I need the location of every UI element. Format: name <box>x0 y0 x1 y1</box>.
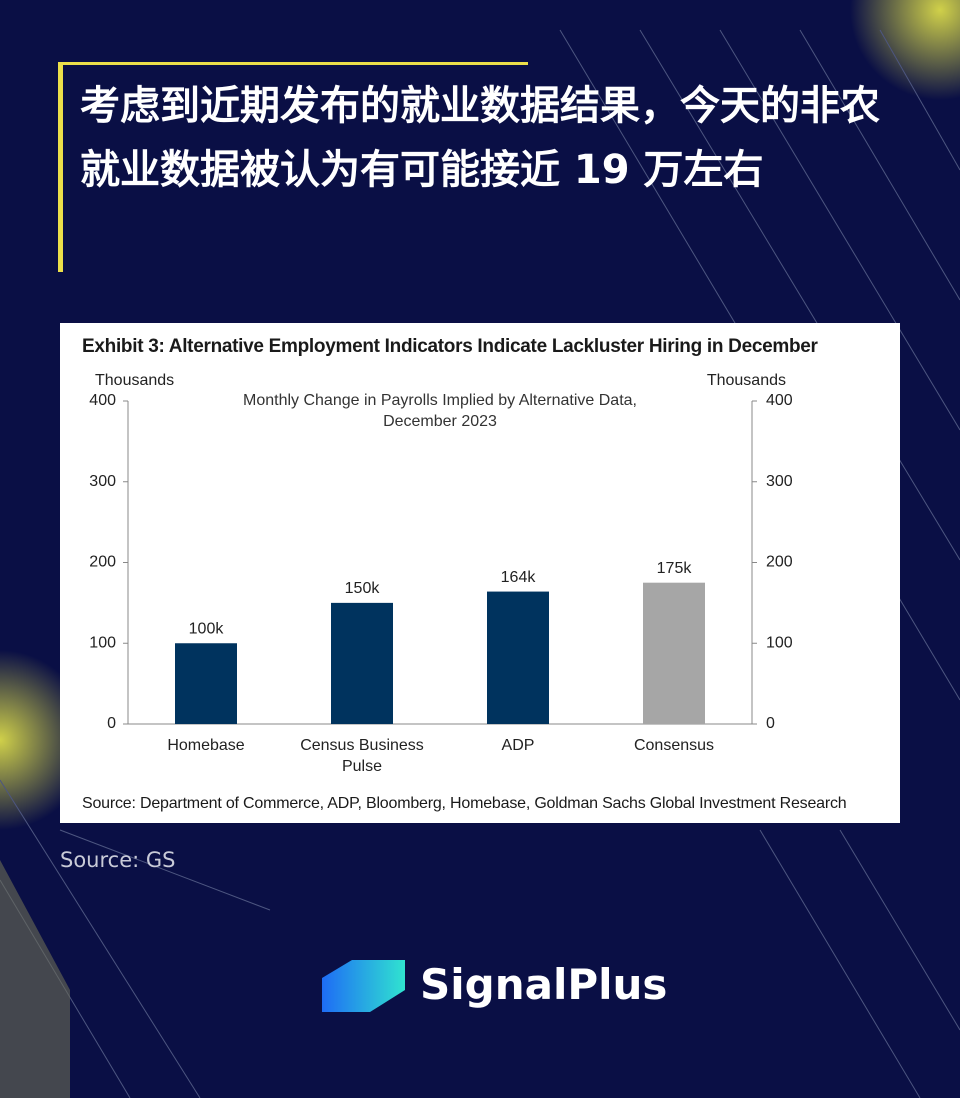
glow <box>850 0 960 100</box>
y-tick-label: 0 <box>107 715 116 732</box>
y2-tick-label: 100 <box>766 634 793 651</box>
y2-tick-label: 0 <box>766 715 775 732</box>
bar <box>175 643 237 724</box>
x-tick-label: Census Business Pulse <box>300 737 424 775</box>
y-tick-label: 300 <box>89 473 116 490</box>
bar <box>331 602 393 724</box>
accent-line <box>58 62 528 65</box>
y-tick-label: 100 <box>89 634 116 651</box>
y2-tick-label: 300 <box>766 473 793 490</box>
heading: 考虑到近期发布的就业数据结果，今天的非农就业数据被认为有可能接近 19 万左右 <box>80 83 880 193</box>
y-tick-label: 200 <box>89 554 116 571</box>
chart-title: Exhibit 3: Alternative Employment Indica… <box>82 336 818 357</box>
y2-tick-label: 400 <box>766 392 793 409</box>
x-tick-label: ADP <box>501 737 535 754</box>
decor-shape <box>0 860 70 1098</box>
value-label: 150k <box>345 580 381 597</box>
y2-tick-label: 200 <box>766 554 793 571</box>
x-tick-label: Consensus <box>633 737 715 754</box>
chart-panel <box>60 323 900 823</box>
chart-source: Source: Department of Commerce, ADP, Blo… <box>82 795 847 812</box>
accent-bar <box>58 62 63 272</box>
value-label: 164k <box>501 569 537 586</box>
value-label: 100k <box>189 620 225 637</box>
x-tick-label: Homebase <box>167 737 245 754</box>
y-tick-label: 400 <box>89 392 116 409</box>
y-axis-label: Thousands <box>95 372 174 389</box>
brand: SignalPlus <box>420 960 668 1009</box>
y2-axis-label: Thousands <box>707 372 786 389</box>
bar <box>487 591 549 724</box>
source: Source: GS <box>60 848 176 872</box>
chart-subtitle: Monthly Change in Payrolls Implied by Al… <box>243 392 637 430</box>
bar <box>643 582 705 724</box>
decor-lines <box>0 29 960 1098</box>
value-label: 175k <box>657 560 693 577</box>
logo <box>322 960 405 1012</box>
